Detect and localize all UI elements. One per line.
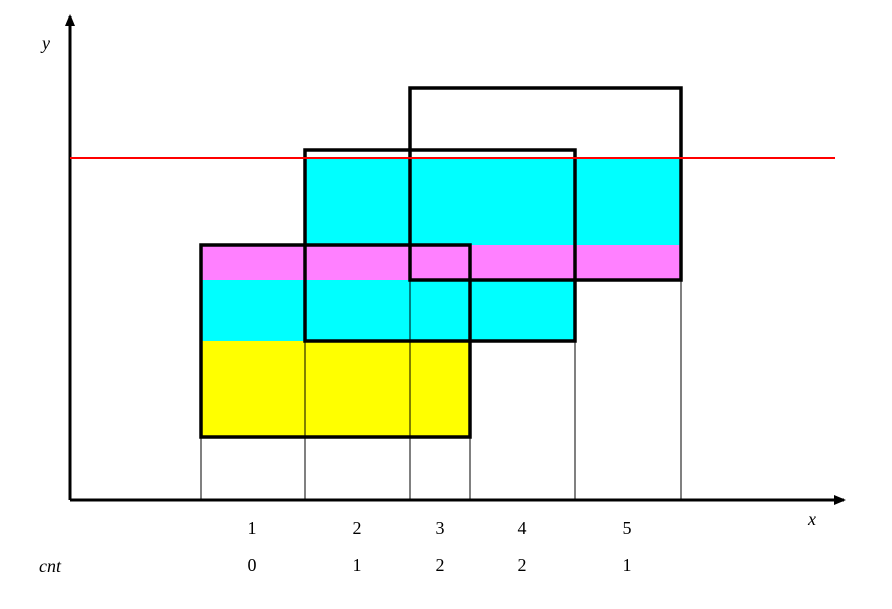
column-count: 0 — [248, 555, 257, 575]
rectangle — [303, 148, 577, 343]
x-label: x — [807, 509, 816, 529]
column-count: 1 — [623, 555, 632, 575]
column-index: 2 — [353, 518, 362, 538]
yellow-region — [201, 341, 470, 437]
column-count: 2 — [436, 555, 445, 575]
column-index: 5 — [623, 518, 632, 538]
rectangles — [199, 86, 683, 439]
column-index: 1 — [248, 518, 257, 538]
pink-region — [201, 245, 681, 280]
rectangle — [408, 86, 683, 282]
y-label: y — [40, 33, 50, 53]
row-label: cnt — [39, 556, 62, 576]
cyan-region — [305, 158, 681, 245]
column-count: 2 — [518, 555, 527, 575]
column-index: 4 — [518, 518, 527, 538]
column-count: 1 — [353, 555, 362, 575]
column-index: 3 — [436, 518, 445, 538]
cyan-region — [201, 280, 575, 341]
